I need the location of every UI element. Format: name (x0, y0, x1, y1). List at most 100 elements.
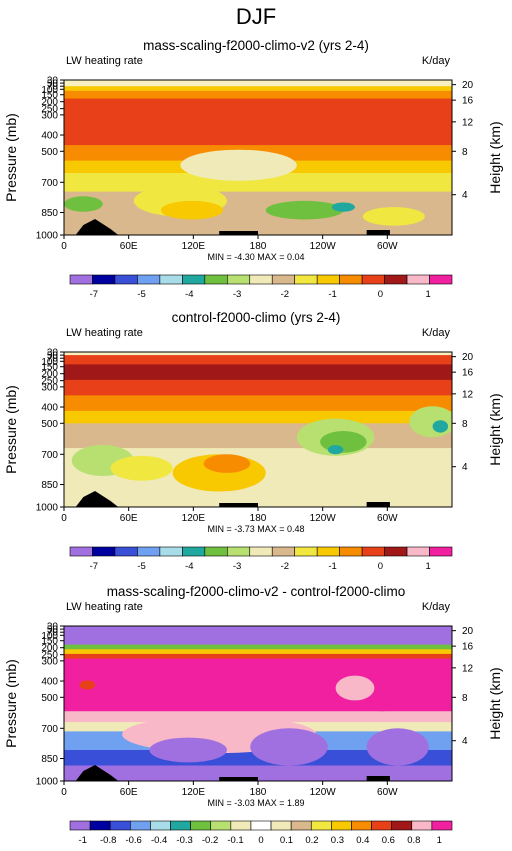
colorbar-swatch (249, 274, 273, 285)
colorbar-label: 0.4 (356, 835, 369, 846)
contour-band (64, 644, 452, 650)
contour-region (149, 737, 227, 763)
y-tick-label: 70 (47, 628, 59, 639)
y-tick-label: 300 (41, 656, 58, 667)
terrain-mask (219, 777, 258, 781)
x-tick-label: 120E (182, 513, 206, 524)
colorbar-label: -3 (233, 289, 241, 300)
contour-band (64, 364, 452, 381)
terrain-mask (219, 231, 258, 235)
panel-title: mass-scaling-f2000-climo-v2 (yrs 2-4) (143, 38, 369, 53)
colorbar-swatch (137, 546, 161, 557)
units-label: K/day (422, 327, 451, 339)
colorbar-swatch (290, 820, 312, 831)
y-tick-label: 200 (41, 643, 58, 654)
colorbar-swatch (351, 820, 372, 831)
contour-band (64, 90, 452, 100)
x-tick-label: 120W (310, 513, 337, 524)
chart-panel-3 (60, 625, 456, 831)
contour-region (203, 454, 251, 473)
y2-axis-title: Height (km) (487, 121, 503, 193)
colorbar-label: 0.6 (382, 835, 395, 846)
colorbar-swatch (391, 820, 413, 831)
y-tick-label: 700 (41, 450, 58, 461)
units-label: K/day (422, 601, 451, 613)
y2-axis-title: Height (km) (487, 667, 503, 739)
units-label: K/day (422, 55, 451, 67)
panel-title: mass-scaling-f2000-climo-v2 - control-f2… (107, 584, 406, 599)
colorbar-swatch (371, 820, 392, 831)
chart-panel-1 (60, 79, 456, 285)
y2-tick-label: 8 (462, 147, 468, 158)
colorbar-label: 0 (378, 561, 383, 572)
colorbar-swatch (89, 820, 111, 831)
x-tick-label: 60E (120, 241, 138, 252)
y2-tick-label: 4 (462, 190, 468, 201)
terrain-mask (75, 491, 119, 507)
contour-region (335, 675, 375, 701)
x-tick-label: 120E (182, 787, 206, 798)
colorbar-swatch (270, 820, 292, 831)
colorbar-swatch (226, 274, 251, 285)
y-tick-label: 30 (47, 76, 59, 87)
y-tick-label: 500 (41, 147, 58, 158)
colorbar-label: -0.1 (227, 835, 243, 846)
y2-tick-label: 20 (462, 352, 474, 363)
colorbar-label: 1 (425, 561, 430, 572)
colorbar-swatch (384, 274, 408, 285)
terrain-mask (219, 503, 258, 507)
colorbar-swatch (92, 274, 116, 285)
y-tick-label: 70 (47, 354, 59, 365)
y-tick-label: 300 (41, 110, 58, 121)
colorbar-swatch (182, 546, 206, 557)
colorbar-label: -3 (233, 561, 241, 572)
colorbar-swatch (150, 820, 171, 831)
min-max-label: MIN = -3.03 MAX = 1.89 (207, 798, 304, 808)
y-tick-label: 30 (47, 348, 59, 359)
y2-tick-label: 12 (462, 663, 474, 674)
colorbar-swatch (114, 546, 138, 557)
y-tick-label: 700 (41, 178, 58, 189)
colorbar-swatch (159, 274, 183, 285)
colorbar-swatch (69, 274, 93, 285)
colorbar-label: 0 (258, 835, 263, 846)
x-tick-label: 0 (61, 787, 67, 798)
contour-band (64, 355, 452, 365)
contour-region (331, 202, 355, 212)
colorbar-label: -0.3 (176, 835, 192, 846)
contour-band (64, 765, 452, 781)
x-tick-label: 180 (250, 513, 267, 524)
y-tick-label: 100 (41, 85, 58, 96)
colorbar-label: -7 (90, 289, 98, 300)
contour-region (409, 406, 452, 438)
terrain-mask (366, 502, 390, 507)
colorbar-swatch (137, 274, 161, 285)
x-tick-label: 120W (310, 241, 337, 252)
terrain-mask (75, 765, 119, 781)
colorbar-swatch (384, 546, 408, 557)
chart-panel-2 (60, 351, 456, 557)
colorbar-swatch (190, 820, 212, 831)
colorbar-label: -2 (281, 561, 289, 572)
y2-axis-title: Height (km) (487, 393, 503, 465)
y-tick-label: 100 (41, 357, 58, 368)
y-tick-label: 300 (41, 382, 58, 393)
colorbar-swatch (249, 546, 273, 557)
x-tick-label: 120W (310, 787, 337, 798)
y-tick-label: 150 (41, 362, 58, 373)
colorbar-swatch (69, 820, 91, 831)
colorbar-swatch (230, 820, 252, 831)
colorbar-swatch (130, 820, 151, 831)
colorbar-swatch (210, 820, 232, 831)
contour-region (79, 664, 127, 696)
colorbar-label: -1 (328, 561, 336, 572)
y-tick-label: 850 (41, 754, 58, 765)
colorbar-swatch (316, 546, 340, 557)
colorbar-swatch (271, 546, 296, 557)
x-tick-label: 120E (182, 241, 206, 252)
contour-field (64, 80, 452, 235)
colorbar-swatch (92, 546, 116, 557)
colorbar-label: -7 (90, 561, 98, 572)
y2-tick-label: 12 (462, 117, 474, 128)
